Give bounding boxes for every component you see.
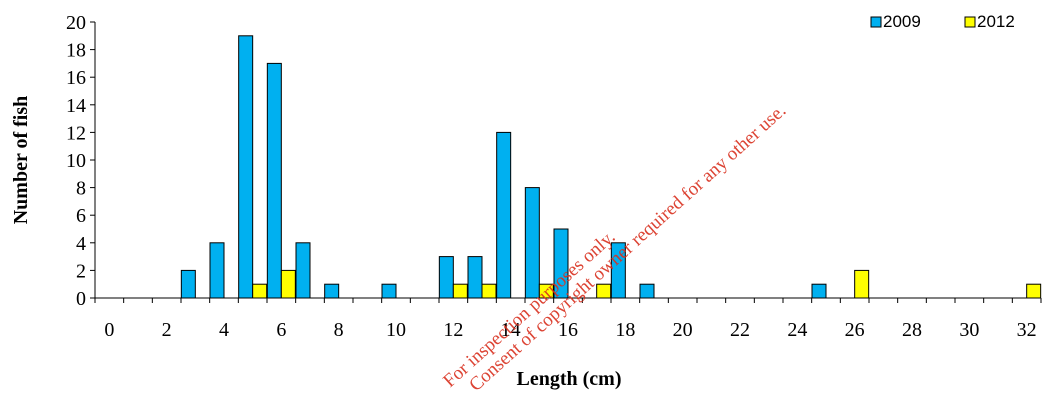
- y-tick-label: 20: [66, 12, 86, 34]
- y-axis-title: Number of fish: [10, 96, 32, 225]
- x-tick-label: 14: [501, 319, 521, 341]
- x-tick-label: 2: [162, 319, 172, 341]
- y-tick-label: 0: [76, 288, 86, 310]
- y-tick-label: 2: [76, 260, 86, 282]
- bar-2012-12: [452, 283, 468, 299]
- y-tick-label: 16: [66, 67, 86, 89]
- x-tick-label: 22: [730, 319, 750, 341]
- bar-2009-25: [811, 283, 827, 299]
- bar-2009-6: [266, 62, 282, 299]
- y-tick-label: 6: [76, 205, 86, 227]
- x-axis-title: Length (cm): [517, 368, 622, 390]
- x-tick-label: 0: [104, 319, 114, 341]
- watermark: For inspection purposes only. Consent of…: [439, 100, 790, 394]
- x-tick-label: 26: [845, 319, 865, 341]
- bar-2009-15: [524, 187, 540, 299]
- bar-2012-6: [280, 269, 296, 299]
- bar-2012-5: [252, 283, 268, 299]
- x-tick-label: 20: [673, 319, 693, 341]
- bar-2012-26: [854, 269, 870, 299]
- bar-2009-4: [209, 242, 225, 299]
- x-tick-label: 28: [902, 319, 922, 341]
- x-tick-label: 16: [558, 319, 578, 341]
- bar-2009-19: [639, 283, 655, 299]
- legend-item-2009: 2009: [870, 12, 921, 31]
- x-tick-label: 4: [219, 319, 229, 341]
- y-tick-label: 18: [66, 40, 86, 62]
- y-tick-labels: 0 2 4 6 8 10 12 14 16 18 20: [66, 12, 86, 310]
- x-tick-label: 12: [443, 319, 463, 341]
- bars-group: [180, 35, 1042, 299]
- bar-2009-14: [496, 131, 512, 299]
- x-tick-label: 18: [615, 319, 635, 341]
- legend-item-2012: 2012: [964, 12, 1015, 31]
- legend-swatch-2012: [964, 16, 976, 28]
- bar-2009-12: [438, 256, 454, 299]
- y-tick-label: 10: [66, 150, 86, 172]
- bar-2009-7: [295, 242, 311, 299]
- bar-2012-32: [1026, 283, 1042, 299]
- y-tick-label: 14: [66, 95, 86, 117]
- legend: 2009 2012: [870, 12, 1015, 31]
- x-tick-label: 8: [334, 319, 344, 341]
- legend-label-2009: 2009: [883, 12, 921, 31]
- y-tick-label: 12: [66, 122, 86, 144]
- legend-label-2012: 2012: [977, 12, 1015, 31]
- bar-2009-3: [180, 269, 196, 299]
- y-tick-label: 8: [76, 178, 86, 200]
- y-tick-label: 4: [76, 233, 86, 255]
- x-tick-label: 30: [959, 319, 979, 341]
- bar-2009-13: [467, 256, 483, 299]
- x-tick-label: 6: [276, 319, 286, 341]
- axes-group: [90, 21, 1042, 303]
- x-tick-label: 10: [386, 319, 406, 341]
- bar-2009-10: [381, 283, 397, 299]
- watermark-line-2: Consent of copyright owner required for …: [465, 100, 790, 394]
- legend-swatch-2009: [870, 16, 882, 28]
- x-tick-label: 24: [787, 319, 807, 341]
- x-tick-labels: 0 2 4 6 8 10 12 14 16 18 20 22 24 26 28 30 32: [104, 319, 1036, 341]
- bar-2009-5: [238, 35, 254, 299]
- bar-2009-8: [324, 283, 340, 299]
- bar-2012-13: [481, 283, 497, 299]
- x-tick-label: 32: [1017, 319, 1037, 341]
